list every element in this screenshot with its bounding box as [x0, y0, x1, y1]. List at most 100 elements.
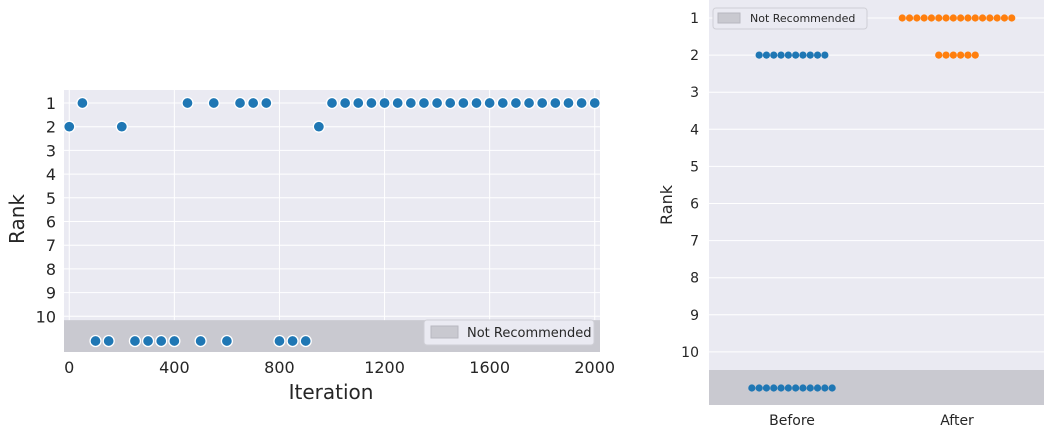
data-point — [821, 51, 829, 59]
x-tick-labels: 0 400 800 1200 1600 2000 — [64, 358, 615, 377]
data-point — [792, 51, 800, 59]
points — [63, 96, 601, 348]
data-point — [115, 120, 128, 133]
data-point — [828, 384, 836, 392]
data-point — [207, 96, 220, 110]
data-point — [898, 14, 906, 22]
data-point — [194, 334, 207, 348]
data-point — [312, 120, 326, 133]
data-point — [964, 51, 972, 59]
y-tick-label: 9 — [690, 308, 699, 324]
data-point — [168, 334, 181, 348]
data-point — [821, 384, 829, 392]
data-point — [799, 51, 807, 59]
data-point — [483, 96, 496, 110]
y-tick-label: 3 — [690, 85, 699, 101]
data-point — [522, 96, 536, 110]
y-tick-label: 6 — [46, 213, 56, 232]
y-axis-label: Rank — [657, 184, 676, 225]
data-point — [417, 96, 431, 110]
legend-swatch — [717, 12, 741, 24]
x-tick-label: 1200 — [364, 358, 405, 377]
y-tick-label: 8 — [690, 271, 699, 287]
data-point — [63, 120, 76, 133]
y-tick-labels: 1 2 3 4 5 6 7 8 9 10 — [36, 94, 56, 326]
data-point — [993, 14, 1001, 22]
data-point — [964, 14, 972, 22]
y-tick-label: 5 — [690, 159, 699, 175]
y-tick-label: 10 — [681, 345, 699, 361]
y-tick-label: 6 — [690, 197, 699, 213]
grid — [64, 90, 600, 352]
y-tick-label: 1 — [690, 11, 699, 27]
data-point — [470, 96, 483, 110]
y-axis-label: Rank — [5, 194, 29, 244]
data-point — [155, 334, 168, 348]
data-point — [792, 384, 800, 392]
data-point — [971, 14, 979, 22]
y-tick-label: 4 — [46, 165, 56, 184]
data-point — [784, 384, 792, 392]
x-tick-label: 0 — [64, 358, 74, 377]
y-tick-label: 1 — [46, 94, 56, 113]
x-tick-labels: Before After — [769, 413, 974, 429]
data-point — [89, 334, 102, 348]
data-point — [444, 96, 457, 110]
data-point — [942, 14, 950, 22]
data-point — [784, 51, 792, 59]
data-point — [273, 334, 286, 348]
data-point — [509, 96, 523, 110]
y-tick-label: 10 — [36, 307, 56, 326]
y-tick-label: 2 — [46, 118, 56, 137]
x-tick-label: 800 — [264, 358, 295, 377]
y-tick-label: 8 — [46, 260, 56, 279]
data-point — [588, 96, 601, 110]
plot-background — [709, 0, 1044, 405]
x-axis-label: Iteration — [289, 380, 374, 404]
data-point — [949, 51, 957, 59]
data-point — [942, 51, 950, 59]
data-point — [957, 51, 965, 59]
y-tick-label: 4 — [690, 122, 699, 138]
legend-label: Not Recommended — [467, 326, 592, 341]
data-point — [286, 334, 299, 348]
data-point — [957, 14, 965, 22]
x-tick-label: Before — [769, 413, 815, 429]
data-point — [806, 51, 814, 59]
data-point — [575, 96, 588, 110]
x-tick-label: 2000 — [574, 358, 615, 377]
data-point — [233, 96, 247, 110]
data-point — [770, 51, 778, 59]
data-point — [770, 384, 778, 392]
y-tick-label: 9 — [46, 284, 56, 303]
data-point — [762, 51, 771, 59]
legend-label: Not Recommended — [750, 12, 855, 25]
legend: Not Recommended — [423, 319, 595, 346]
data-point — [181, 96, 194, 110]
y-tick-label: 7 — [46, 236, 56, 255]
data-point — [247, 96, 260, 110]
data-point — [430, 96, 444, 110]
x-tick-label: 400 — [159, 358, 190, 377]
data-point — [457, 96, 470, 110]
data-point — [777, 51, 785, 59]
data-point — [920, 14, 928, 22]
data-point — [338, 96, 352, 110]
data-point — [1008, 14, 1016, 22]
data-point — [755, 51, 763, 59]
y-tick-label: 2 — [690, 48, 699, 64]
data-point — [102, 334, 115, 348]
y-tick-label: 7 — [690, 234, 699, 250]
data-point — [762, 384, 771, 392]
data-point — [813, 384, 822, 392]
data-point — [365, 96, 378, 110]
data-point — [299, 334, 312, 348]
data-point — [777, 384, 785, 392]
data-point — [220, 334, 234, 348]
data-point — [260, 96, 273, 110]
legend-frame — [423, 319, 595, 346]
data-point — [913, 14, 921, 22]
data-point — [76, 96, 89, 110]
data-point — [813, 51, 822, 59]
